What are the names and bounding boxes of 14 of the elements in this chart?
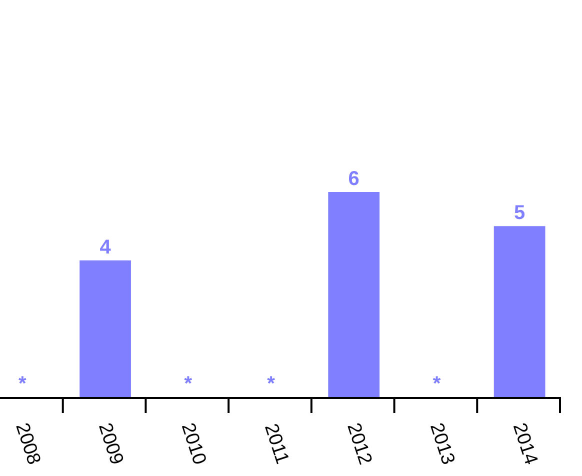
- data-label: 6: [348, 168, 360, 190]
- text: *: [432, 373, 441, 395]
- text: *: [267, 373, 275, 395]
- x-tick-label: 2010: [176, 420, 210, 468]
- text: *: [18, 373, 26, 395]
- x-tick-label: 2012: [342, 420, 376, 468]
- x-tick-label: 2009: [94, 420, 128, 468]
- data-label: 4: [100, 236, 112, 258]
- x-tick-label: 2011: [260, 421, 293, 467]
- x-tick-label: 2008: [11, 420, 44, 468]
- x-tick-label: 2013: [425, 420, 458, 468]
- text: *: [184, 373, 192, 395]
- data-label: 5: [514, 202, 526, 224]
- x-tick-label: 2014: [508, 420, 542, 468]
